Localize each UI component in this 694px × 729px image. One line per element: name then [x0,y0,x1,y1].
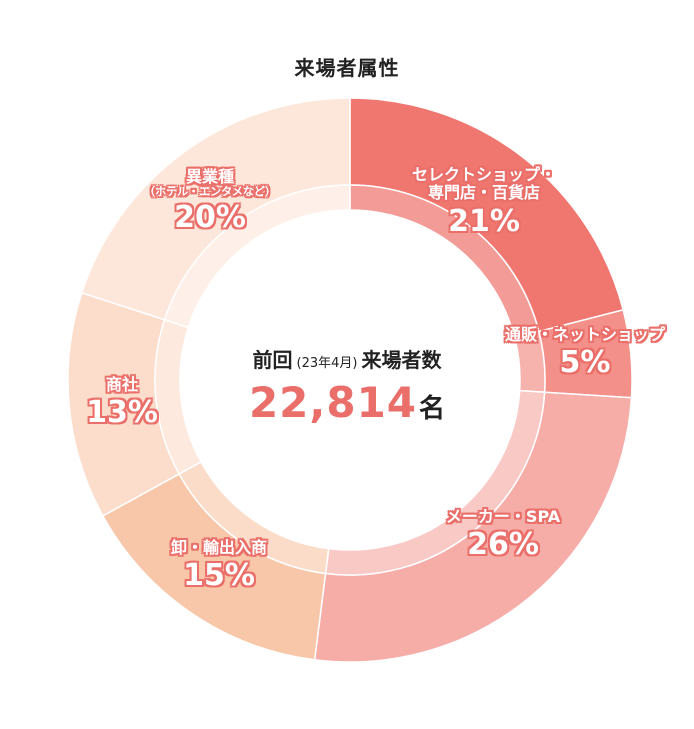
outer-ring [67,97,633,663]
inner-ring [154,184,546,576]
label-maker-spa: メーカー・SPA 26% [445,507,561,563]
center-prefix: 前回 [252,348,293,372]
label-trading: 商社 13% [86,375,158,431]
label-other-industry: 異業種 （ホテル・エンタメなど） 20% [144,167,276,236]
label-wholesale: 卸・輸出入商 15% [170,538,268,594]
center-period: (23年4月) [296,356,358,371]
label-ec-shop: 通販・ネットショップ 5% [504,325,666,381]
donut-hole [180,210,520,550]
visitor-count-unit: 名 [419,394,446,424]
center-caption: 前回 (23年4月) 来場者数 [0,344,694,373]
center-count: 22,814名 [0,378,694,427]
segment-inner-other-industry [163,184,351,329]
label-select-shop: セレクトショップ・ 専門店・百貨店 21% [411,165,557,239]
visitor-count: 22,814 [248,378,418,427]
chart-title: 来場者属性 [294,56,400,80]
center-suffix: 来場者数 [361,348,442,372]
